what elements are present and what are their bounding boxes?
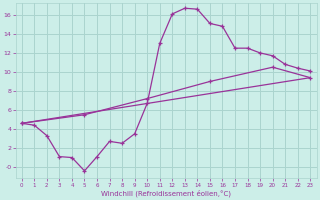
- X-axis label: Windchill (Refroidissement éolien,°C): Windchill (Refroidissement éolien,°C): [101, 189, 231, 197]
